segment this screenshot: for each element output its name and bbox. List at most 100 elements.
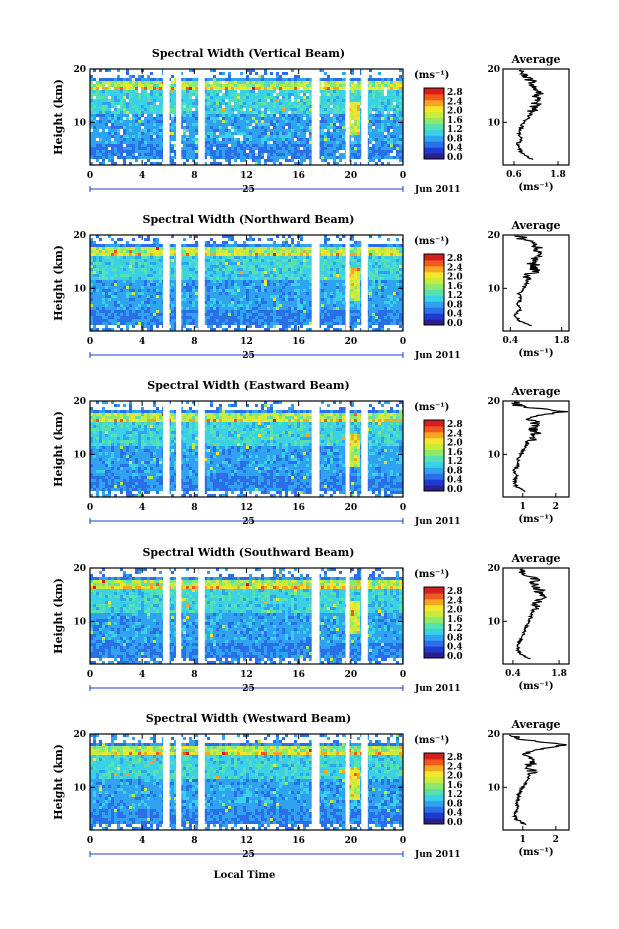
heatmap-cell	[396, 271, 399, 274]
heatmap-cell	[102, 244, 105, 247]
heatmap-cell	[375, 108, 378, 111]
heatmap-cell	[237, 295, 240, 298]
heatmap-cell	[327, 144, 330, 147]
heatmap-cell	[192, 292, 195, 295]
heatmap-cell	[204, 241, 207, 244]
heatmap-cell	[276, 256, 279, 259]
heatmap-cell	[279, 150, 282, 153]
heatmap-cell	[153, 274, 156, 277]
heatmap-cell	[117, 87, 120, 90]
heatmap-cell	[150, 132, 153, 135]
heatmap-cell	[387, 135, 390, 138]
heatmap-cell	[216, 274, 219, 277]
heatmap-cell	[213, 108, 216, 111]
heatmap-cell	[258, 150, 261, 153]
heatmap-cell	[213, 111, 216, 114]
heatmap-cell	[213, 259, 216, 262]
heatmap-cell	[105, 111, 108, 114]
heatmap-cell	[108, 141, 111, 144]
colorbar-swatch	[424, 135, 444, 142]
heatmap-cell	[246, 75, 249, 78]
heatmap-cell	[264, 84, 267, 87]
heatmap-cell	[357, 108, 360, 111]
heatmap-cell	[303, 105, 306, 108]
data-gap	[361, 69, 368, 165]
heatmap-cell	[210, 120, 213, 123]
heatmap-cell	[258, 283, 261, 286]
heatmap-cell	[249, 87, 252, 90]
heatmap-cell	[297, 295, 300, 298]
x-tick-label: 20	[345, 171, 358, 181]
heatmap-cell	[396, 289, 399, 292]
heatmap-cell	[336, 244, 339, 247]
heatmap-cell	[180, 123, 183, 126]
heatmap-cell	[246, 268, 249, 271]
heatmap-cell	[210, 147, 213, 150]
heatmap-cell	[261, 265, 264, 268]
heatmap-cell	[249, 274, 252, 277]
heatmap-cell	[210, 256, 213, 259]
heatmap-cell	[240, 123, 243, 126]
heatmap-cell	[117, 265, 120, 268]
heatmap-cell	[207, 274, 210, 277]
heatmap-cell	[213, 102, 216, 105]
heatmap-cell	[357, 87, 360, 90]
heatmap-cell	[306, 102, 309, 105]
heatmap-cell	[357, 292, 360, 295]
heatmap-cell	[135, 120, 138, 123]
heatmap-cell	[204, 111, 207, 114]
heatmap-cell	[171, 283, 174, 286]
heatmap-cell	[222, 286, 225, 289]
heatmap-cell	[210, 156, 213, 159]
heatmap-cell	[240, 126, 243, 129]
heatmap-cell	[171, 111, 174, 114]
heatmap-cell	[159, 250, 162, 253]
heatmap-cell	[306, 244, 309, 247]
heatmap-cell	[372, 289, 375, 292]
heatmap-cell	[309, 132, 312, 135]
heatmap-cell	[183, 138, 186, 141]
heatmap-cell	[126, 72, 129, 75]
heatmap-cell	[378, 96, 381, 99]
heatmap-cell	[399, 69, 402, 72]
heatmap-cell	[327, 126, 330, 129]
heatmap-cell	[204, 129, 207, 132]
heatmap-cell	[195, 247, 198, 250]
heatmap-cell	[321, 153, 324, 156]
heatmap-cell	[213, 156, 216, 159]
heatmap-cell	[225, 114, 228, 117]
heatmap-cell	[297, 298, 300, 301]
heatmap-cell	[324, 120, 327, 123]
heatmap-cell	[147, 268, 150, 271]
heatmap-cell	[384, 247, 387, 250]
heatmap-cell	[129, 295, 132, 298]
heatmap-cell	[372, 295, 375, 298]
heatmap-cell	[159, 271, 162, 274]
heatmap-cell	[225, 123, 228, 126]
heatmap-cell	[273, 253, 276, 256]
heatmap-cell	[216, 298, 219, 301]
heatmap-cell	[231, 84, 234, 87]
heatmap-cell	[189, 153, 192, 156]
heatmap-cell	[213, 75, 216, 78]
heatmap-cell	[117, 147, 120, 150]
heatmap-cell	[138, 138, 141, 141]
heatmap-cell	[138, 280, 141, 283]
heatmap-cell	[333, 117, 336, 120]
heatmap-cell	[225, 292, 228, 295]
heatmap-cell	[381, 141, 384, 144]
heatmap-cell	[111, 162, 114, 165]
heatmap-cell	[222, 256, 225, 259]
heatmap-cell	[288, 153, 291, 156]
heatmap-cell	[294, 123, 297, 126]
heatmap-cell	[390, 93, 393, 96]
heatmap-cell	[396, 292, 399, 295]
heatmap-cell	[384, 105, 387, 108]
heatmap-cell	[297, 259, 300, 262]
heatmap-cell	[330, 81, 333, 84]
heatmap-cell	[324, 99, 327, 102]
heatmap-cell	[273, 87, 276, 90]
heatmap-cell	[285, 265, 288, 268]
heatmap-cell	[195, 262, 198, 265]
heatmap-cell	[285, 81, 288, 84]
